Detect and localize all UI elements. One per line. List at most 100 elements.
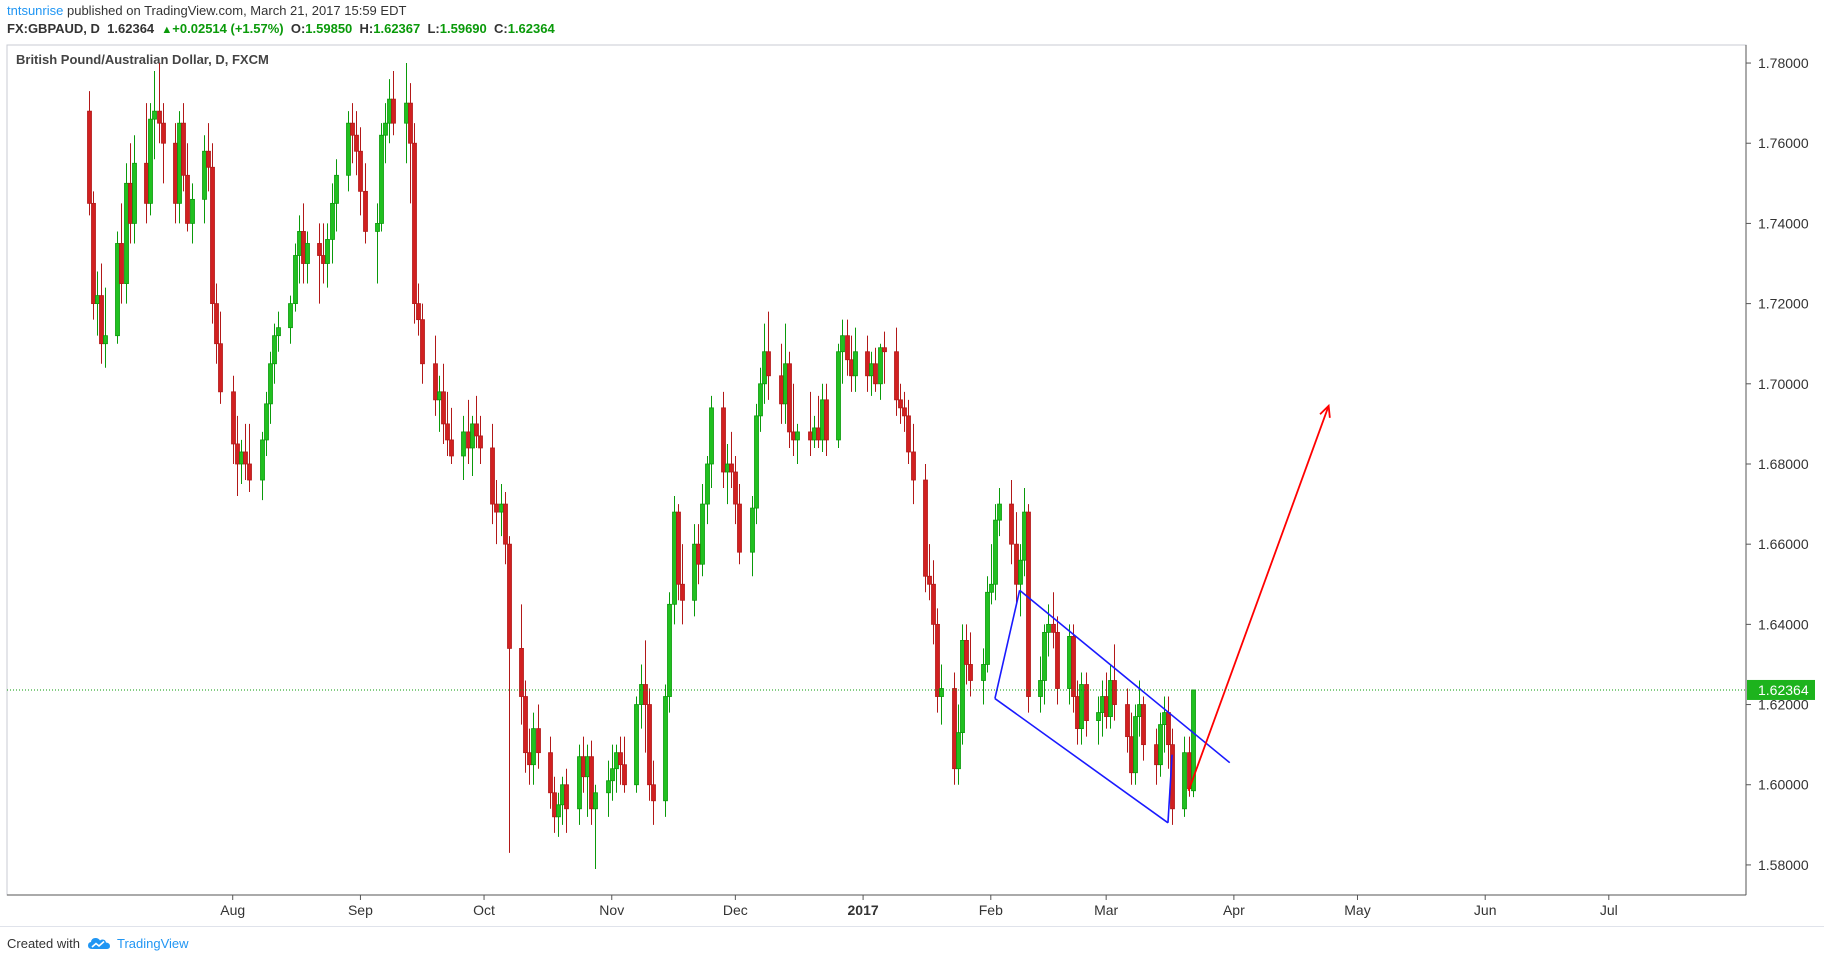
candle-body	[667, 603, 672, 697]
last-price: 1.62364	[107, 21, 155, 36]
candle	[663, 684, 668, 817]
candle	[906, 399, 911, 464]
candle	[787, 351, 792, 448]
candle-body	[849, 359, 854, 377]
candle-body	[873, 363, 878, 385]
candle	[218, 311, 223, 404]
candle-body	[997, 503, 1002, 521]
candle-body	[614, 752, 619, 770]
candle	[124, 163, 129, 304]
time-tick-label: Apr	[1223, 902, 1245, 918]
candle-body	[317, 243, 322, 256]
tradingview-brand-link[interactable]: TradingView	[117, 936, 189, 951]
candle-body	[379, 134, 384, 224]
candle-body	[622, 764, 627, 786]
low-value: 1.59690	[439, 21, 487, 36]
candle-body	[989, 583, 994, 593]
candle-body	[161, 122, 166, 144]
projection-arrow-head	[1319, 403, 1331, 418]
candle-body	[618, 752, 623, 766]
candle	[412, 123, 417, 324]
close-value: 1.62364	[507, 21, 555, 36]
candle-body	[556, 804, 561, 818]
candle-body	[758, 383, 763, 417]
candle	[416, 283, 421, 336]
candle	[433, 335, 438, 416]
candle-body	[95, 295, 100, 305]
candle-body	[132, 162, 137, 224]
candle	[882, 331, 887, 384]
author-link[interactable]: tntsunrise	[7, 3, 64, 18]
candle	[824, 383, 829, 456]
candle-body	[412, 142, 417, 305]
price-tick-label: 1.72000	[1758, 296, 1809, 312]
time-tick-label: 2017	[848, 902, 879, 918]
channel-right-edge[interactable]	[1167, 754, 1173, 823]
candle-body	[1084, 684, 1089, 721]
candle-body	[1042, 631, 1047, 681]
candle	[383, 103, 388, 164]
price-tick-label: 1.68000	[1758, 456, 1809, 472]
candle-body	[1137, 704, 1142, 717]
candle-body	[906, 415, 911, 453]
channel-upper-line[interactable]	[1019, 589, 1231, 764]
symbol-label: FX:GBPAUD, D	[7, 21, 100, 36]
channel-lower-line[interactable]	[994, 697, 1169, 824]
candle	[750, 496, 755, 577]
candle	[766, 311, 771, 400]
candle	[556, 792, 561, 837]
candle	[478, 415, 483, 464]
candle	[960, 624, 965, 745]
time-axis[interactable]: Aug Sep Oct Nov Dec 2017 Feb Mar Apr May Jun Jul	[220, 895, 1618, 918]
candle-body	[363, 190, 368, 232]
candle-body	[449, 439, 454, 457]
candle-body	[1108, 680, 1113, 717]
candle	[346, 111, 351, 192]
projection-arrow-line[interactable]	[1187, 405, 1330, 792]
candle-body	[527, 752, 532, 766]
candle-body	[437, 391, 442, 401]
candle	[622, 736, 627, 793]
candle-body	[1046, 623, 1051, 633]
candle-body	[766, 351, 771, 377]
candle-body	[560, 784, 565, 806]
candle-body	[305, 243, 310, 264]
open-value: 1.59850	[305, 21, 353, 36]
candle-body	[404, 102, 409, 124]
candlestick-chart[interactable]: British Pound/Australian Dollar, D, FXCM…	[0, 44, 1824, 926]
candle	[115, 231, 120, 344]
candle-body	[968, 664, 973, 681]
up-triangle-icon: ▲	[161, 24, 173, 36]
plot-area[interactable]	[6, 44, 1747, 896]
candle	[931, 560, 936, 645]
candle	[474, 395, 479, 448]
candle	[268, 351, 273, 424]
candle	[161, 103, 166, 184]
candle	[692, 524, 697, 617]
candle-body	[391, 98, 396, 124]
high-label: H:	[359, 21, 374, 36]
candle-body	[964, 640, 969, 665]
candle-body	[293, 255, 298, 305]
candle	[610, 744, 615, 801]
chart-header: tntsunrise published on TradingView.com,…	[0, 0, 1824, 44]
price-tick-label: 1.62000	[1758, 697, 1809, 713]
candle-body	[499, 503, 504, 513]
candle-body	[935, 623, 940, 697]
candle-body	[231, 391, 236, 445]
channel-left-edge[interactable]	[994, 590, 1021, 699]
tradingview-cloud-icon[interactable]	[88, 936, 110, 950]
candle	[99, 263, 104, 364]
candle-body	[585, 756, 590, 778]
price-axis[interactable]: 1.78000 1.76000 1.74000 1.72000 1.70000 1.680…	[1746, 55, 1809, 873]
candle-body	[663, 696, 668, 802]
candle-body	[762, 351, 767, 385]
candle-body	[264, 403, 269, 441]
candle-body	[1129, 736, 1134, 774]
candle-body	[503, 503, 508, 545]
candle-body	[416, 303, 421, 321]
last-price-marker: 1.62364	[7, 679, 1815, 700]
candle	[985, 576, 990, 673]
candle-body	[787, 363, 792, 433]
high-value: 1.62367	[373, 21, 421, 36]
